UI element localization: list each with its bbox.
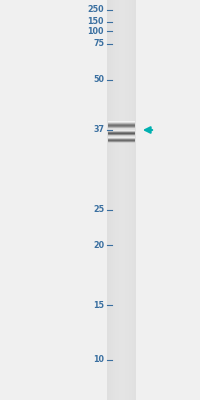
Text: 10: 10 — [93, 356, 104, 364]
Text: 75: 75 — [93, 40, 104, 48]
Text: 150: 150 — [88, 18, 104, 26]
Text: 50: 50 — [93, 76, 104, 84]
Text: 25: 25 — [93, 206, 104, 214]
Text: 100: 100 — [88, 26, 104, 36]
Text: 37: 37 — [93, 126, 104, 134]
Text: 20: 20 — [93, 240, 104, 250]
Text: 250: 250 — [87, 6, 104, 14]
Text: 15: 15 — [93, 300, 104, 310]
